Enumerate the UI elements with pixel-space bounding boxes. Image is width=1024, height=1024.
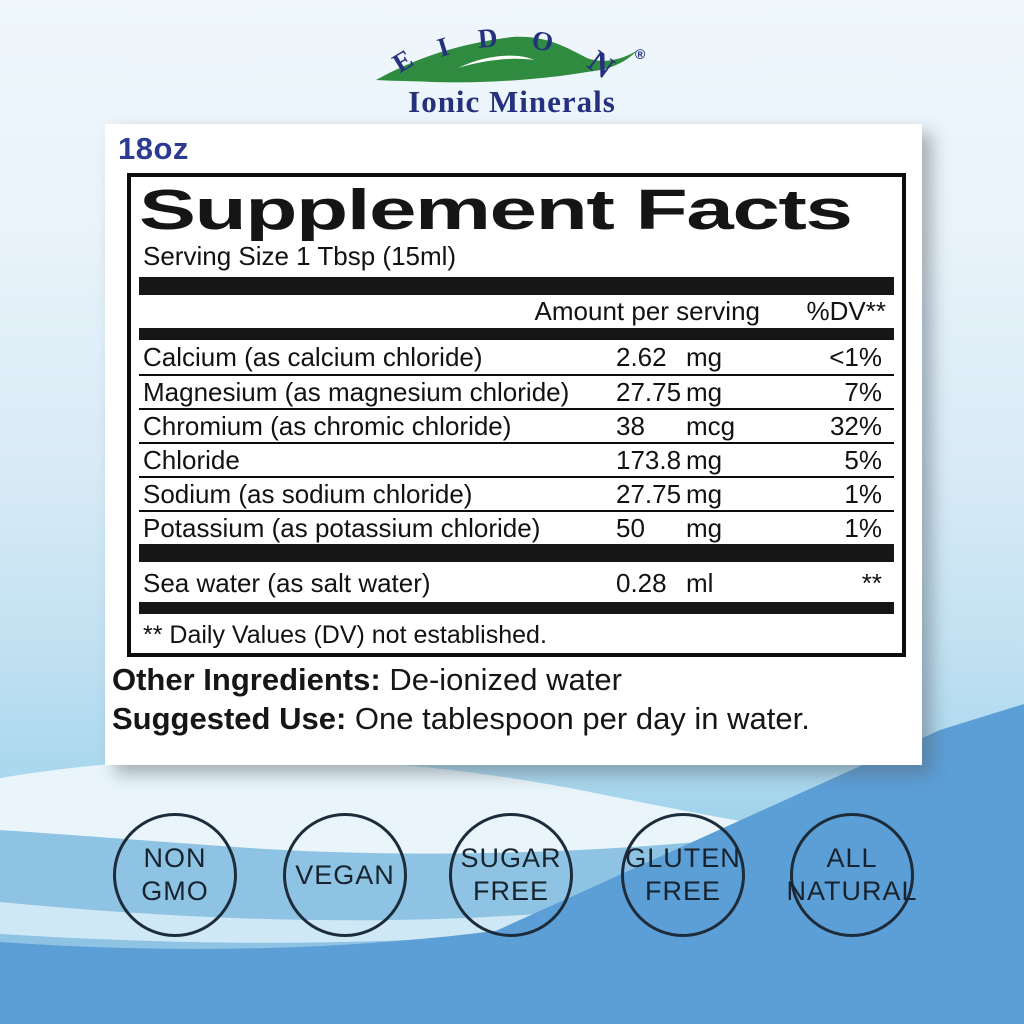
nutrient-amount: 50 bbox=[616, 512, 645, 543]
other-ingredients-line: Other Ingredients: De-ionized water bbox=[112, 662, 622, 698]
brand-tagline: Ionic Minerals bbox=[408, 84, 616, 119]
nutrient-dv: <1% bbox=[829, 341, 882, 372]
nutrient-unit: mg bbox=[686, 376, 723, 407]
logo-swoosh-icon bbox=[376, 36, 638, 83]
badge-all-natural: ALL NATURAL bbox=[786, 813, 917, 937]
badge-gluten-free: GLUTEN FREE bbox=[621, 813, 745, 937]
nutrient-amount: 27.75 bbox=[616, 376, 682, 407]
nutrient-dv: 5% bbox=[844, 444, 882, 475]
nutrient-row: Chloride 173.8 mg 5% bbox=[139, 442, 894, 476]
other-ingredients-value: De-ionized water bbox=[389, 662, 622, 697]
nutrient-row: Potassium (as potassium chloride) 50 mg … bbox=[139, 510, 894, 544]
nutrient-name: Magnesium (as magnesium chloride) bbox=[143, 376, 570, 407]
sea-water-row: Sea water (as salt water) 0.28 ml ** bbox=[139, 562, 894, 602]
nutrient-name: Sea water (as salt water) bbox=[143, 567, 431, 598]
nutrient-unit: mcg bbox=[686, 410, 736, 441]
serving-size-text: Serving Size 1 Tbsp (15ml) bbox=[143, 241, 457, 271]
nutrient-name: Calcium (as calcium chloride) bbox=[143, 341, 483, 372]
nutrient-unit: mg bbox=[686, 341, 723, 372]
divider-bar-medium bbox=[139, 602, 894, 614]
nutrient-row: Magnesium (as magnesium chloride) 27.75 … bbox=[139, 374, 894, 408]
nutrient-dv: 7% bbox=[844, 376, 882, 407]
supplement-facts-panel: Supplement Facts Serving Size 1 Tbsp (15… bbox=[127, 173, 906, 657]
nutrient-dv: ** bbox=[861, 567, 882, 598]
other-ingredients-label: Other Ingredients: bbox=[112, 662, 381, 697]
column-header-row: Amount per serving %DV** bbox=[139, 295, 894, 328]
nutrient-unit: mg bbox=[686, 444, 723, 475]
brand-logo: E I D O N ® Ionic Minerals bbox=[372, 22, 662, 132]
nutrient-unit: mg bbox=[686, 512, 723, 543]
dv-column-header: %DV** bbox=[806, 296, 886, 326]
nutrient-dv: 32% bbox=[829, 410, 882, 441]
suggested-use-value: One tablespoon per day in water. bbox=[354, 701, 810, 736]
badge-non-gmo: NON GMO bbox=[113, 813, 237, 937]
nutrient-name: Potassium (as potassium chloride) bbox=[143, 512, 541, 543]
nutrient-amount: 173.8 bbox=[616, 444, 682, 475]
registered-trademark: ® bbox=[635, 46, 646, 62]
nutrient-unit: mg bbox=[686, 478, 723, 509]
divider-bar-thick bbox=[139, 544, 894, 562]
nutrient-row: Sodium (as sodium chloride) 27.75 mg 1% bbox=[139, 476, 894, 510]
panel-title: Supplement Facts bbox=[139, 178, 853, 242]
nutrient-amount: 38 bbox=[616, 410, 645, 441]
nutrient-name: Sodium (as sodium chloride) bbox=[143, 478, 473, 509]
badge-vegan: VEGAN bbox=[283, 813, 407, 937]
logo-letter: D bbox=[476, 22, 499, 54]
nutrient-row: Chromium (as chromic chloride) 38 mcg 32… bbox=[139, 408, 894, 442]
nutrient-amount: 0.28 bbox=[616, 567, 667, 598]
divider-bar-medium bbox=[139, 328, 894, 340]
nutrient-dv: 1% bbox=[844, 478, 882, 509]
suggested-use-label: Suggested Use: bbox=[112, 701, 347, 736]
nutrient-name: Chromium (as chromic chloride) bbox=[143, 410, 512, 441]
divider-bar-thick bbox=[139, 277, 894, 295]
suggested-use-line: Suggested Use: One tablespoon per day in… bbox=[112, 701, 810, 737]
label-card: 18oz Supplement Facts Serving Size 1 Tbs… bbox=[105, 124, 922, 765]
badge-sugar-free: SUGAR FREE bbox=[449, 813, 573, 937]
nutrient-amount: 27.75 bbox=[616, 478, 682, 509]
nutrient-amount: 2.62 bbox=[616, 341, 667, 372]
bottle-size-text: 18oz bbox=[118, 131, 189, 166]
nutrient-name: Chloride bbox=[143, 444, 240, 475]
nutrient-unit: ml bbox=[686, 567, 714, 598]
amount-column-header: Amount per serving bbox=[534, 296, 760, 326]
nutrient-dv: 1% bbox=[844, 512, 882, 543]
dv-footnote: ** Daily Values (DV) not established. bbox=[143, 621, 547, 649]
nutrient-row: Calcium (as calcium chloride) 2.62 mg <1… bbox=[139, 340, 894, 374]
